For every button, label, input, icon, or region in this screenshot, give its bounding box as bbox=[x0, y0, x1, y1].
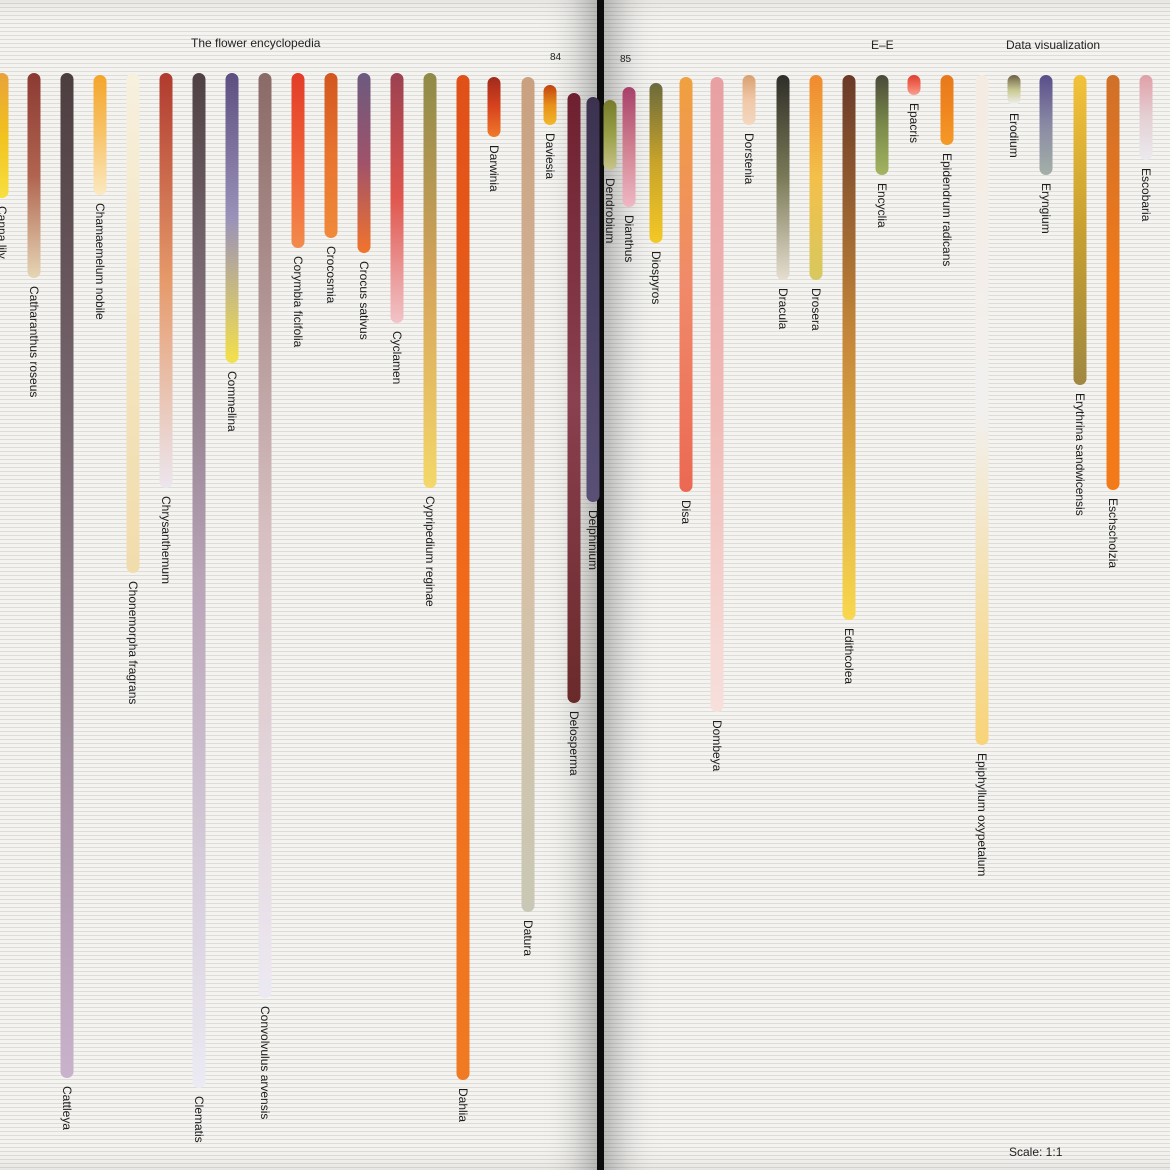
bar-diospyros bbox=[649, 83, 663, 243]
bar-label: Erodium bbox=[1007, 113, 1021, 158]
bar-epacris bbox=[907, 75, 921, 95]
bar-escobaria bbox=[1139, 75, 1153, 160]
bar-label: Eschscholzia bbox=[1106, 498, 1120, 568]
bar-encyclia bbox=[875, 75, 889, 175]
bar-label: Datura bbox=[521, 920, 535, 956]
bar-dorstenia bbox=[742, 75, 756, 125]
bar-darwinia bbox=[487, 77, 501, 137]
letter-range: E–E bbox=[871, 38, 894, 52]
bar-label: Diospyros bbox=[649, 251, 663, 304]
bar-label: Catharanthus roseus bbox=[27, 286, 41, 397]
section-title: Data visualization bbox=[1006, 38, 1101, 52]
bar-dracula bbox=[776, 75, 790, 280]
bar-crocosmia bbox=[324, 73, 338, 238]
bar-label: Dorstenia bbox=[742, 133, 756, 185]
bar-label: Clematis bbox=[192, 1096, 206, 1143]
bar-label: Cypripedium reginae bbox=[423, 496, 437, 607]
bar-dendrobium bbox=[603, 100, 617, 170]
bar-label: Corymbia ficifolia bbox=[291, 256, 305, 348]
bar-label: Chrysanthemum bbox=[159, 496, 173, 584]
bar-label: Epidendrum radicans bbox=[940, 153, 954, 266]
bar-label: Chonemorpha fragrans bbox=[126, 581, 140, 704]
bar-label: Cyclamen bbox=[390, 331, 404, 384]
bar-dahlia bbox=[456, 75, 470, 1080]
bar-cattleya bbox=[60, 73, 74, 1078]
bar-datura bbox=[521, 77, 535, 912]
bar-convolvulus-arvensis bbox=[258, 73, 272, 998]
bar-label: Dombeya bbox=[710, 720, 724, 772]
bar-delosperma bbox=[567, 93, 581, 703]
bar-chamaemelum-nobile bbox=[93, 75, 107, 195]
bar-label: Escobaria bbox=[1139, 168, 1153, 222]
bar-edithcolea bbox=[842, 75, 856, 620]
bar-dombeya bbox=[710, 77, 724, 712]
bar-catharanthus-roseus bbox=[27, 73, 41, 278]
bar-epidendrum-radicans bbox=[940, 75, 954, 145]
bar-droser- bbox=[809, 75, 823, 280]
bar-label: Convolvulus arvensis bbox=[258, 1006, 272, 1119]
bar-label: Darwinia bbox=[487, 145, 501, 192]
bar-delphinium bbox=[586, 97, 600, 502]
book-title: The flower encyclopedia bbox=[191, 36, 321, 50]
bar-label: Dianthus bbox=[622, 215, 636, 262]
bar-label: Delosperma bbox=[567, 711, 581, 776]
bar-cypripedium-reginae bbox=[423, 73, 437, 488]
bar-commelina bbox=[225, 73, 239, 363]
bar-erythrina-sandwicensis bbox=[1073, 75, 1087, 385]
bar-label: Crocus sativus bbox=[357, 261, 371, 340]
bar-label: Commelina bbox=[225, 371, 239, 432]
bar-label: Cattleya bbox=[60, 1086, 74, 1130]
book-gutter bbox=[597, 0, 604, 1170]
bar-label: Chamaemelum nobile bbox=[93, 203, 107, 320]
bar-label: Dracula bbox=[776, 288, 790, 330]
bar-crocus-sativus bbox=[357, 73, 371, 253]
bar-label: Epiphyllum oxypetalum bbox=[975, 753, 989, 876]
bar-eryngium bbox=[1039, 75, 1053, 175]
bar-daviesia bbox=[543, 85, 557, 125]
bar-label: Encyclia bbox=[875, 183, 889, 228]
bar-label: Droserа bbox=[809, 288, 823, 331]
bar-corymbia-ficifolia bbox=[291, 73, 305, 248]
bar-erodium bbox=[1007, 75, 1021, 105]
bar-cyclamen bbox=[390, 73, 404, 323]
bar-label: Dendrobium bbox=[603, 178, 617, 243]
bar-canna-lily bbox=[0, 73, 9, 198]
bar-label: Disa bbox=[679, 500, 693, 524]
right-page-number: 85 bbox=[620, 54, 632, 65]
bar-disa bbox=[679, 77, 693, 492]
bar-label: Daviesia bbox=[543, 133, 557, 179]
bar-dianthus bbox=[622, 87, 636, 207]
bar-label: Canna lily bbox=[0, 206, 9, 259]
left-page-number: 84 bbox=[550, 52, 562, 63]
bar-label: Delphinium bbox=[586, 510, 600, 570]
bar-eschscholzia bbox=[1106, 75, 1120, 490]
bar-clematis bbox=[192, 73, 206, 1088]
bar-label: Epacris bbox=[907, 103, 921, 143]
bar-chonemorpha-fragrans bbox=[126, 73, 140, 573]
scale-note: Scale: 1:1 bbox=[1009, 1145, 1063, 1159]
bar-label: Edithcolea bbox=[842, 628, 856, 684]
bar-epiphyllum-oxypetalum bbox=[975, 75, 989, 745]
bar-label: Eryngium bbox=[1039, 183, 1053, 234]
bar-label: Crocosmia bbox=[324, 246, 338, 304]
bar-label: Erythrina sandwicensis bbox=[1073, 393, 1087, 516]
bar-label: Dahlia bbox=[456, 1088, 470, 1122]
bar-chrysanthemum bbox=[159, 73, 173, 488]
